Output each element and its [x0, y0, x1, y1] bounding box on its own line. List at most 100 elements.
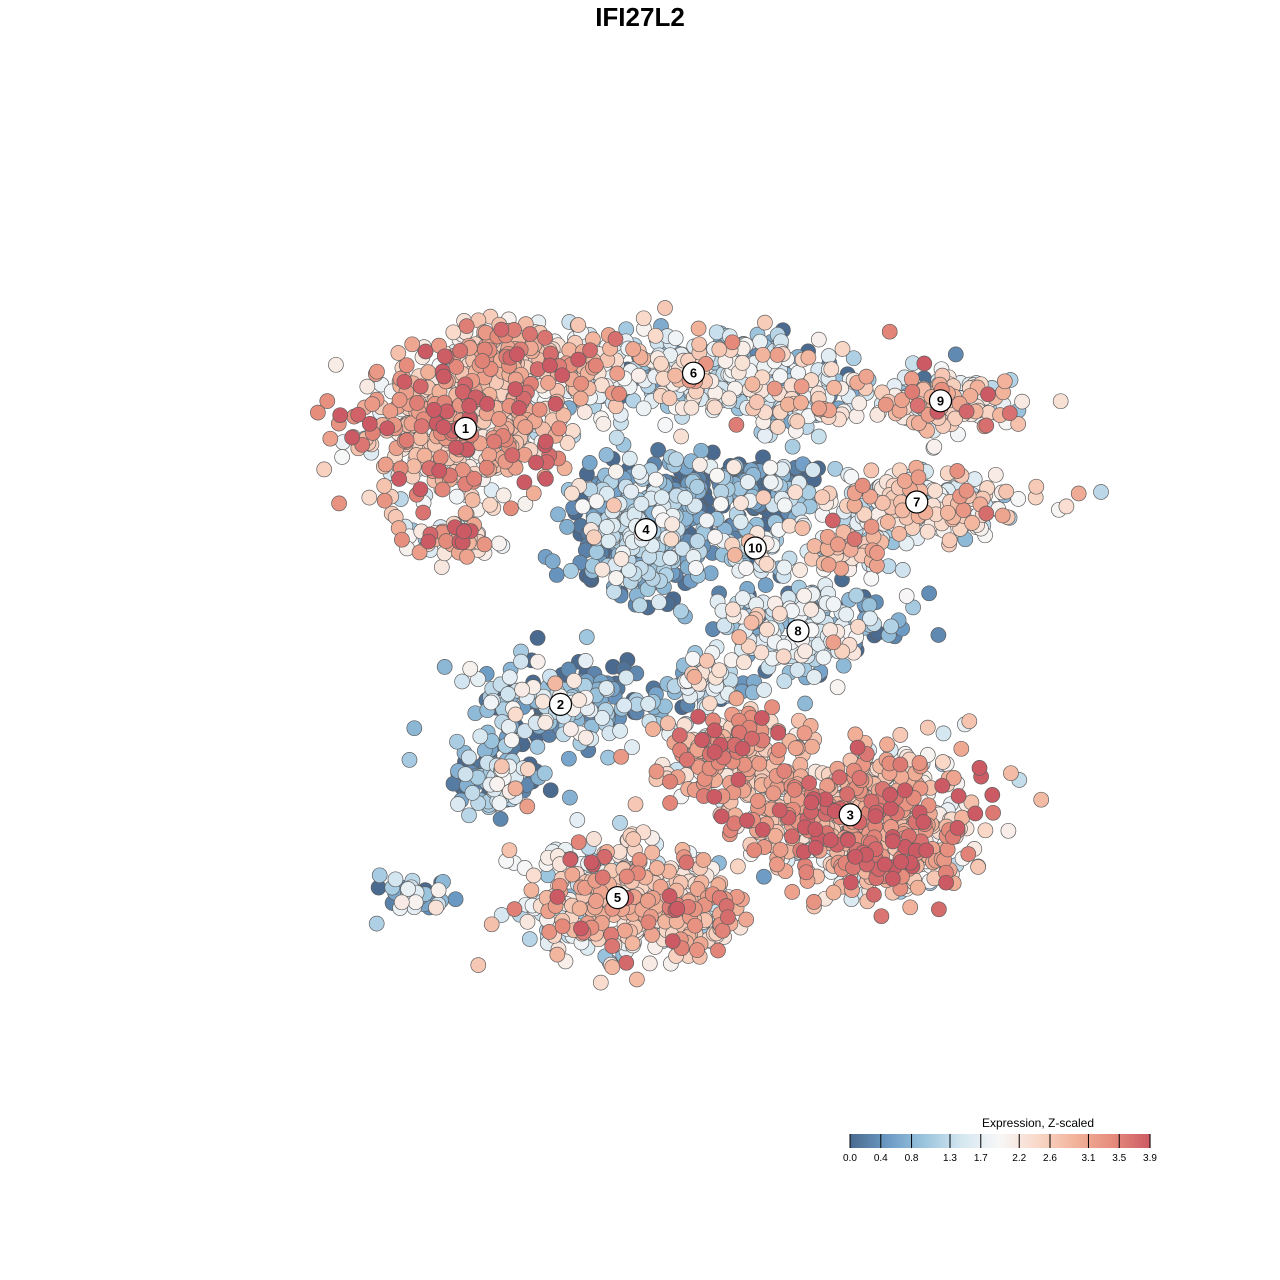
cell-point [504, 447, 521, 464]
cell-point [391, 471, 407, 487]
cell-point [1001, 405, 1018, 422]
cell-point [462, 660, 479, 677]
cell-point [483, 694, 499, 711]
cell-point [814, 489, 831, 506]
cell-point [950, 788, 967, 804]
cell-point [570, 351, 587, 368]
cell-point [691, 456, 708, 473]
cell-point [804, 738, 820, 755]
cell-point [902, 899, 919, 916]
cell-point [503, 732, 520, 749]
cell-point [766, 380, 783, 397]
cell-point [604, 938, 621, 954]
cell-point [491, 535, 507, 552]
cell-point [793, 378, 810, 395]
cell-point [931, 901, 947, 918]
cell-point [571, 692, 587, 708]
cell-point [930, 627, 947, 643]
cell-point [947, 346, 964, 363]
cell-point [996, 373, 1013, 390]
cell-point [1010, 491, 1027, 507]
cell-point [667, 330, 684, 347]
cell-point [910, 469, 927, 486]
cell-points [310, 300, 1109, 991]
cell-point [803, 794, 820, 811]
cell-point [685, 650, 701, 667]
cell-point [390, 345, 407, 361]
cell-point [845, 350, 862, 367]
cell-point [529, 738, 546, 755]
cell-point [438, 533, 455, 549]
cell-point [645, 721, 661, 737]
cell-point [606, 583, 622, 600]
cell-point [770, 725, 786, 741]
cell-point [706, 788, 723, 805]
cell-point [882, 800, 899, 817]
cell-point [578, 729, 594, 746]
cell-point [882, 786, 898, 803]
cell-point [879, 736, 895, 753]
cell-point [807, 821, 824, 838]
cell-point [507, 706, 524, 723]
cell-point [454, 673, 470, 690]
cell-point [689, 942, 705, 958]
cell-point [495, 487, 512, 504]
cell-point [523, 882, 540, 899]
cell-point [525, 867, 542, 884]
cell-point [861, 597, 878, 614]
cell-point [621, 450, 638, 467]
cell-point [690, 708, 707, 725]
cell-point [594, 561, 611, 578]
cell-point [947, 410, 964, 427]
cell-point [461, 749, 477, 766]
cell-point [754, 821, 771, 838]
legend-tick-label: 2.6 [1043, 1153, 1057, 1164]
cell-point [448, 439, 464, 456]
cell-point [994, 507, 1011, 524]
cluster-label-text: 2 [557, 697, 564, 712]
cell-point [985, 804, 1001, 821]
cell-point [792, 562, 808, 578]
cell-point [562, 789, 578, 806]
cell-point [689, 478, 706, 495]
cell-point [710, 942, 726, 959]
legend-color-bar [850, 1134, 1151, 1148]
cell-point [561, 750, 577, 767]
cell-point [756, 682, 772, 698]
cell-point [464, 785, 481, 801]
cell-point [368, 915, 385, 932]
cell-point [537, 329, 553, 346]
cell-point [698, 512, 715, 529]
cell-point [664, 933, 681, 949]
cell-point [393, 894, 410, 911]
cell-point [459, 548, 475, 565]
cell-point [735, 590, 751, 607]
cell-point [823, 361, 840, 378]
cell-point [417, 343, 434, 360]
cell-point [592, 974, 609, 991]
cell-point [726, 459, 742, 476]
cell-point [573, 920, 589, 937]
cell-point [407, 894, 424, 911]
cell-point [450, 796, 466, 812]
cell-point [789, 413, 806, 430]
legend-tick-label: 2.2 [1012, 1153, 1026, 1164]
cell-point [445, 324, 462, 341]
cell-point [784, 828, 800, 845]
cell-point [566, 672, 582, 689]
cell-point [856, 506, 873, 523]
cell-point [904, 383, 921, 400]
cell-point [978, 417, 995, 434]
cell-point [435, 419, 452, 435]
cell-point [430, 882, 447, 899]
cell-point [803, 601, 819, 618]
cell-point [434, 481, 451, 498]
cell-point [769, 856, 785, 873]
cell-point [713, 496, 729, 512]
cell-point [738, 911, 755, 928]
cell-point [820, 348, 837, 364]
cell-point [631, 464, 647, 480]
cluster-label-4: 4 [634, 517, 658, 542]
cell-point [789, 662, 806, 678]
